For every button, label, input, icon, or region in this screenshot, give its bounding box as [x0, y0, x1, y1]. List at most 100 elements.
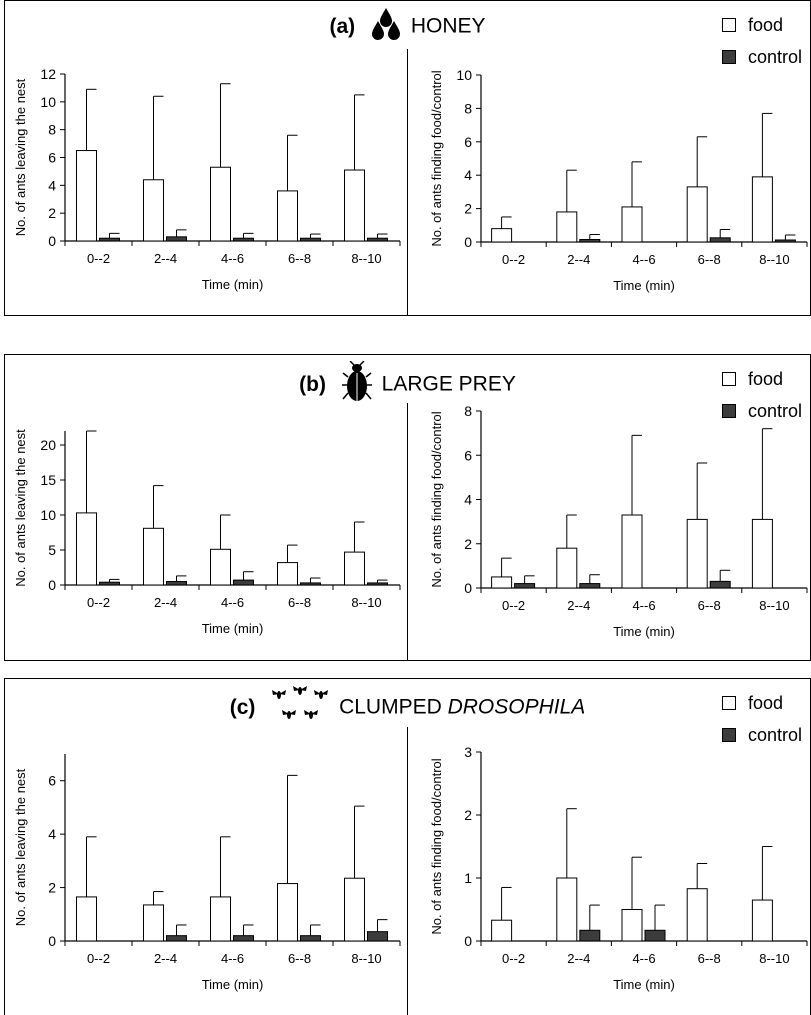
x-tick-label: 4--6	[632, 252, 655, 267]
legend-swatch-food	[721, 18, 736, 32]
y-tick-label: 4	[48, 826, 56, 842]
control-bar	[774, 239, 796, 243]
food-bar	[344, 169, 365, 242]
control-bar	[99, 581, 120, 586]
food-bar	[210, 896, 231, 942]
control-bar	[166, 236, 187, 242]
x-tick-label: 0--2	[87, 595, 110, 610]
food-bar	[556, 547, 578, 589]
legend-label-food: food	[747, 692, 784, 713]
y-tick-label: 8	[464, 403, 472, 419]
legend-swatch-food	[721, 372, 736, 386]
food-bar	[621, 514, 643, 589]
x-axis-label: Time (min)	[202, 977, 264, 992]
legend-item-food: food	[721, 9, 802, 41]
panel-title: (a) HONEY	[5, 7, 810, 47]
control-bar	[233, 237, 254, 242]
legend: food control	[721, 9, 802, 73]
food-bar	[76, 150, 97, 242]
legend-label-control: control	[747, 400, 802, 421]
food-bar	[76, 896, 97, 942]
x-tick-label: 2--4	[567, 951, 590, 966]
panel-title-italic: DROSOPHILA	[447, 695, 586, 719]
chart-leaving-nest: 0 2 4 6 8 10 12 0--2 2--4 4--6 6--8 8--10 Time (min)…	[13, 66, 401, 292]
panel-label: (a)	[329, 14, 356, 38]
panel-c: (c) CLUMPED DROSOPHILA food control 0 2 4 6…	[4, 678, 811, 1015]
y-tick-label: 0	[48, 933, 56, 949]
control-bar	[300, 935, 321, 942]
panel-title: (b) LARGE PREY	[5, 360, 810, 409]
x-tick-label: 4--6	[632, 598, 655, 613]
control-bar	[644, 929, 666, 942]
legend-label-food: food	[747, 368, 784, 389]
y-tick-label: 8	[48, 122, 56, 138]
y-tick-label: 0	[464, 933, 472, 949]
control-bar	[99, 237, 120, 242]
y-tick-label: 2	[464, 807, 472, 823]
panel-divider	[407, 49, 408, 315]
y-tick-label: 4	[464, 492, 472, 508]
legend-swatch-control	[721, 728, 736, 742]
control-bar	[367, 931, 388, 942]
control-bar	[300, 582, 321, 586]
food-bar	[143, 179, 164, 242]
food-bar	[556, 877, 578, 942]
panel-divider	[407, 727, 408, 1015]
control-bar	[709, 237, 731, 243]
x-tick-label: 6--8	[288, 595, 311, 610]
panel-title-text: LARGE PREY	[381, 372, 516, 396]
x-tick-label: 0--2	[87, 251, 110, 266]
food-bar	[751, 518, 773, 589]
panel-title-text: HONEY	[410, 14, 486, 38]
control-bar	[579, 238, 601, 243]
food-bar	[621, 206, 643, 243]
food-bar	[686, 518, 708, 589]
panel-divider	[407, 403, 408, 660]
flies-icon	[271, 685, 329, 731]
panel-title-text: CLUMPED	[339, 695, 448, 719]
y-tick-label: 0	[48, 577, 56, 593]
y-tick-label: 2	[464, 536, 472, 552]
control-bar	[166, 935, 187, 942]
legend-item-control: control	[721, 395, 802, 427]
food-bar	[556, 211, 578, 243]
y-tick-label: 4	[48, 177, 56, 193]
chart-leaving-nest: 0 2 4 6 0--2 2--4 4--6 6--8 8--10 Time (min) No. o…	[13, 754, 401, 992]
x-tick-label: 4--6	[632, 951, 655, 966]
food-bar	[491, 228, 513, 243]
food-bar	[143, 527, 164, 586]
y-tick-label: 5	[48, 542, 56, 558]
control-bar	[233, 935, 254, 942]
control-bar	[166, 581, 187, 586]
control-bar	[300, 237, 321, 242]
x-tick-label: 4--6	[221, 951, 244, 966]
x-tick-label: 8--10	[759, 252, 789, 267]
x-tick-label: 0--2	[87, 951, 110, 966]
x-tick-label: 6--8	[288, 951, 311, 966]
x-tick-label: 6--8	[698, 598, 721, 613]
x-tick-label: 8--10	[759, 951, 789, 966]
food-bar	[277, 883, 298, 942]
chart-leaving-nest: 0 5 10 15 20 0--2 2--4 4--6 6--8 8--10 Time (min) N…	[13, 429, 401, 636]
legend: food control	[721, 687, 802, 751]
x-tick-label: 2--4	[154, 595, 177, 610]
control-bar	[367, 582, 388, 586]
y-tick-label: 15	[40, 472, 56, 488]
y-axis-label: No. of ants leaving the nest	[13, 78, 28, 236]
x-tick-label: 4--6	[221, 251, 244, 266]
x-axis-label: Time (min)	[202, 621, 264, 636]
panel-title: (c) CLUMPED DROSOPHILA	[5, 685, 810, 731]
x-tick-label: 2--4	[154, 251, 177, 266]
chart-finding-food: 0 2 4 6 8 0--2 2--4 4--6 6--8 8--10 Time (min) No. …	[429, 403, 808, 639]
food-bar	[277, 190, 298, 242]
panel-label: (c)	[229, 695, 256, 719]
control-bar	[579, 583, 601, 589]
y-tick-label: 12	[40, 66, 56, 82]
x-axis-label: Time (min)	[613, 278, 675, 293]
chart-finding-food: 0 1 2 3 0--2 2--4 4--6 6--8 8--10 Time (min) No. o…	[429, 744, 808, 992]
panel-b: (b) LARGE PREY food control 0 5 10 15 20 0--2…	[4, 354, 811, 661]
beetle-icon	[341, 360, 372, 409]
y-tick-label: 10	[40, 94, 56, 110]
food-bar	[686, 888, 708, 942]
legend-item-control: control	[721, 41, 802, 73]
